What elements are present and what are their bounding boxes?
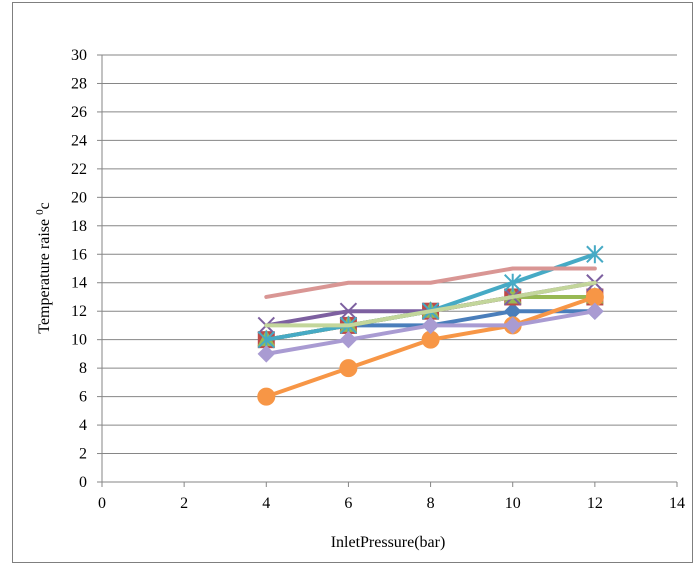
y-tick-label: 12 [71, 303, 87, 320]
y-tick-label: 8 [79, 360, 87, 377]
x-tick-label: 12 [587, 495, 603, 512]
marker-star [504, 273, 522, 292]
y-tick-label: 22 [71, 161, 87, 178]
x-axis-label: InletPressure(bar) [331, 534, 446, 551]
marker-diamond [504, 316, 522, 335]
x-tick-label: 0 [98, 495, 106, 512]
series-group [257, 245, 604, 406]
marker-circle [257, 387, 276, 406]
y-tick-label: 4 [79, 417, 87, 434]
y-tick-label: 14 [71, 275, 87, 292]
x-tick-label: 8 [427, 495, 435, 512]
x-tick-label: 6 [344, 495, 352, 512]
y-tick-label: 26 [71, 104, 87, 121]
marker-diamond [586, 302, 604, 320]
y-tick-label: 30 [71, 47, 87, 64]
y-axis-label-text: Temperature raise [36, 219, 53, 334]
y-tick-label: 18 [71, 218, 87, 235]
x-tick-label: 14 [669, 495, 685, 512]
marker-diamond [257, 345, 275, 363]
y-axis-label-sup: 0 [34, 209, 46, 215]
y-axis-label-unit: c [36, 202, 53, 209]
y-tick-label: 20 [71, 189, 87, 206]
y-tick-label: 6 [79, 389, 87, 406]
y-tick-label: 16 [71, 246, 87, 263]
y-tick-label: 24 [71, 132, 87, 149]
series-9 [264, 280, 597, 328]
axes [97, 54, 678, 487]
marker-diamond [421, 316, 440, 335]
series-6 [257, 287, 604, 406]
y-tick-label: 10 [71, 332, 87, 349]
series-line [264, 266, 597, 299]
x-tick-label: 2 [180, 495, 188, 512]
marker-star [586, 245, 604, 264]
marker-x [339, 302, 358, 320]
series-7 [257, 302, 604, 363]
series-8 [264, 266, 597, 299]
marker-circle [339, 359, 358, 378]
y-tick-label: 0 [79, 474, 87, 491]
y-axis-label: Temperature raise 0c [34, 202, 53, 333]
series-line [264, 280, 597, 328]
y-tick-label: 2 [79, 446, 87, 463]
y-tick-label: 28 [71, 75, 87, 92]
x-tick-label: 10 [505, 495, 521, 512]
x-tick-label: 4 [262, 495, 270, 512]
marker-diamond [339, 330, 358, 349]
